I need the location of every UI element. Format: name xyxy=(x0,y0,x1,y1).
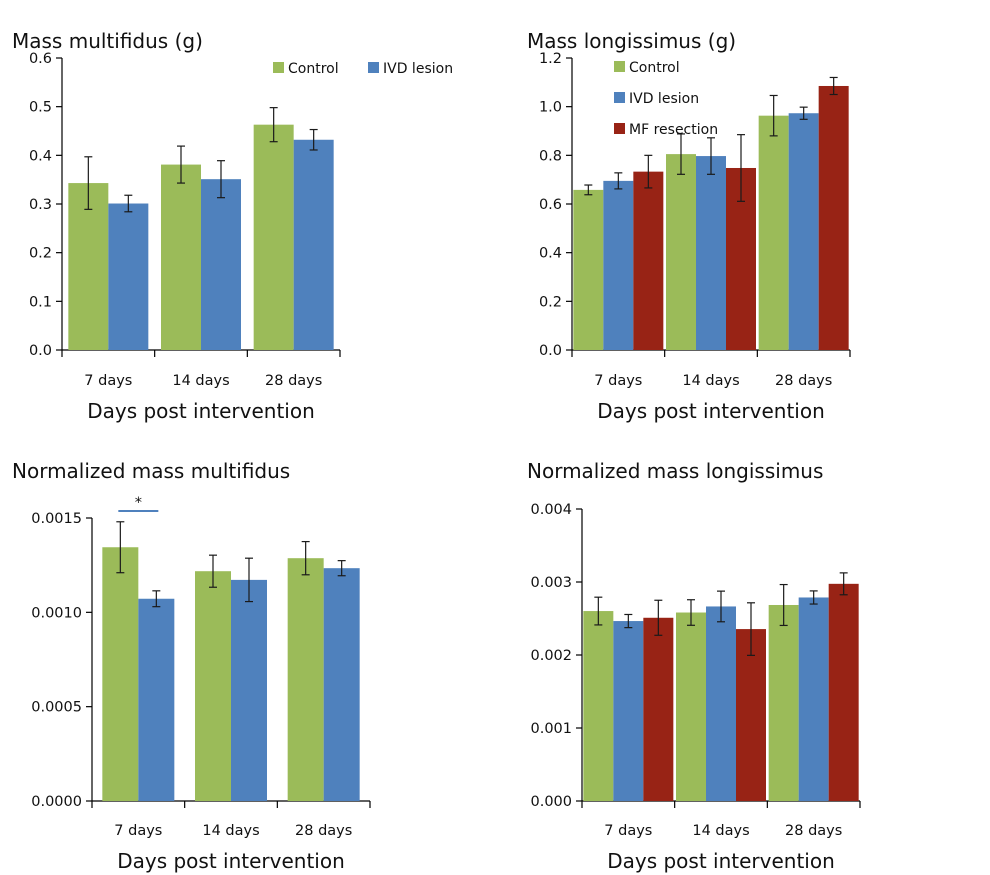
legend-label: Control xyxy=(629,60,680,76)
legend-label: IVD lesion xyxy=(383,61,453,77)
bar-control xyxy=(195,571,231,801)
x-tick-label: 14 days xyxy=(692,823,749,839)
bar-control xyxy=(768,604,799,801)
bar-ivd-lesion xyxy=(613,621,644,801)
x-tick-label: 14 days xyxy=(172,373,229,389)
y-tick-label: 0.0010 xyxy=(31,605,82,621)
legend-swatch xyxy=(273,62,284,73)
bar-mf-resection xyxy=(643,617,674,801)
bar-ivd-lesion xyxy=(603,180,634,350)
y-tick-label: 0.2 xyxy=(29,246,52,262)
chart-title: Normalized mass longissimus xyxy=(527,459,823,483)
chart-panel-1: Mass multifidus (g) 0.0 0.1 0.2 0.3 0.4 0.5 0.6… xyxy=(12,29,453,423)
legend-swatch xyxy=(368,62,379,73)
bar-ivd-lesion xyxy=(706,606,736,801)
y-tick-label: 0.4 xyxy=(539,246,562,262)
bar-mf-resection xyxy=(818,85,849,350)
bar-ivd-lesion xyxy=(788,113,819,350)
chart-panel-4: Normalized mass longissimus 0.000 0.001 0.0… xyxy=(527,459,861,873)
bar-mf-resection xyxy=(736,629,766,801)
chart-title: Normalized mass multifidus xyxy=(12,459,290,483)
bar-ivd-lesion xyxy=(231,579,267,801)
bar-control xyxy=(161,164,201,350)
bar-mf-resection xyxy=(633,171,664,350)
bar-mf-resection xyxy=(828,583,859,801)
y-tick-label: 1.2 xyxy=(539,51,562,67)
y-tick-label: 0.3 xyxy=(29,197,52,213)
bar-control xyxy=(676,612,706,801)
bar-ivd-lesion xyxy=(696,156,726,350)
bar-ivd-lesion xyxy=(293,139,334,350)
x-axis-title: Days post intervention xyxy=(597,399,825,423)
y-tick-label: 0.4 xyxy=(29,148,52,164)
x-tick-label: 14 days xyxy=(202,823,259,839)
bar-control xyxy=(758,115,789,350)
y-tick-label: 0.0 xyxy=(29,343,52,359)
chart-panel-3: Normalized mass multifidus 0.0000 0.0005 0.… xyxy=(12,459,371,873)
bar-ivd-lesion xyxy=(798,597,829,801)
y-tick-label: 0.2 xyxy=(539,294,562,310)
legend-label: IVD lesion xyxy=(629,91,699,107)
x-axis-title: Days post intervention xyxy=(607,849,835,873)
bar-control xyxy=(68,183,109,350)
x-tick-label: 7 days xyxy=(114,823,162,839)
chart-panel-2: Mass longissimus (g) 0.0 0.2 0.4 0.6 0.8 1.0 1.… xyxy=(527,29,851,423)
y-tick-label: 0.6 xyxy=(539,197,562,213)
y-tick-label: 0.0 xyxy=(539,343,562,359)
legend-swatch xyxy=(614,61,625,72)
x-tick-label: 14 days xyxy=(682,373,739,389)
chart-title: Mass longissimus (g) xyxy=(527,29,736,53)
legend-swatch xyxy=(614,92,625,103)
legend-label: MF resection xyxy=(629,122,718,138)
x-tick-label: 28 days xyxy=(785,823,842,839)
x-tick-label: 28 days xyxy=(295,823,352,839)
bar-control xyxy=(287,558,324,801)
bar-ivd-lesion xyxy=(201,179,241,350)
x-tick-label: 28 days xyxy=(265,373,322,389)
y-tick-label: 0.004 xyxy=(530,502,572,518)
y-tick-label: 0.0015 xyxy=(31,511,82,527)
legend-swatch xyxy=(614,123,625,134)
x-axis-title: Days post intervention xyxy=(117,849,345,873)
chart-title: Mass multifidus (g) xyxy=(12,29,203,53)
bar-control xyxy=(583,611,614,801)
y-tick-label: 1.0 xyxy=(539,100,562,116)
x-axis-title: Days post intervention xyxy=(87,399,315,423)
bar-control xyxy=(666,154,696,350)
y-tick-label: 0.6 xyxy=(29,51,52,67)
bar-control xyxy=(573,189,604,350)
y-tick-label: 0.1 xyxy=(29,294,52,310)
legend-label: Control xyxy=(288,61,339,77)
y-tick-label: 0.0000 xyxy=(31,794,82,810)
y-tick-label: 0.003 xyxy=(530,575,572,591)
x-tick-label: 7 days xyxy=(594,373,642,389)
significance-marker: * xyxy=(135,495,142,511)
x-tick-label: 7 days xyxy=(84,373,132,389)
y-tick-label: 0.8 xyxy=(539,148,562,164)
bar-ivd-lesion xyxy=(108,203,149,350)
bar-control xyxy=(102,547,139,801)
y-tick-label: 0.001 xyxy=(530,721,572,737)
y-tick-label: 0.0005 xyxy=(31,700,82,716)
y-tick-label: 0.002 xyxy=(530,648,572,664)
y-tick-label: 0.000 xyxy=(530,794,572,810)
bar-control xyxy=(253,124,294,350)
bar-ivd-lesion xyxy=(323,568,360,801)
x-tick-label: 7 days xyxy=(604,823,652,839)
x-tick-label: 28 days xyxy=(775,373,832,389)
y-tick-label: 0.5 xyxy=(29,100,52,116)
bar-ivd-lesion xyxy=(138,598,175,801)
